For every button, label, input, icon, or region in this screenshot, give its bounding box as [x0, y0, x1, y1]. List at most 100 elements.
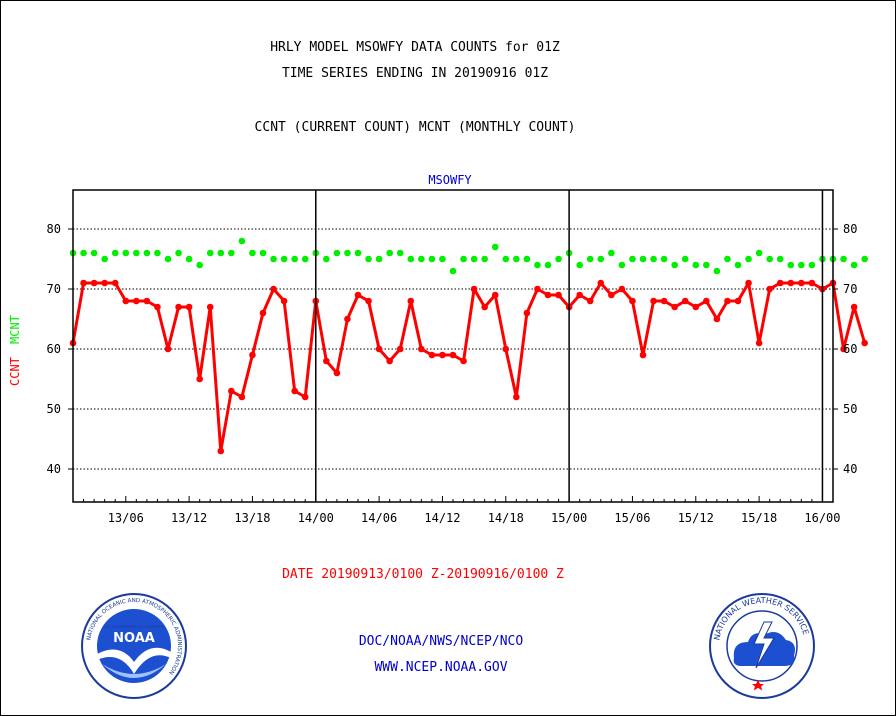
- data-point-ccnt: [586, 297, 594, 305]
- data-point-mcnt: [755, 249, 763, 257]
- data-point-ccnt: [639, 351, 647, 359]
- data-point-mcnt: [217, 249, 225, 257]
- data-point-ccnt: [470, 285, 478, 293]
- data-point-ccnt: [238, 393, 246, 401]
- data-point-mcnt: [164, 255, 172, 263]
- x-tick-label: 13/12: [171, 511, 207, 525]
- data-point-mcnt: [365, 255, 372, 263]
- data-point-mcnt: [249, 249, 256, 257]
- data-point-ccnt: [228, 387, 235, 395]
- data-point-mcnt: [111, 249, 119, 257]
- data-point-mcnt: [618, 261, 626, 269]
- data-point-mcnt: [544, 261, 552, 269]
- data-point-mcnt: [671, 261, 678, 269]
- y-tick-label-left-60: 60: [47, 342, 61, 356]
- data-point-mcnt: [291, 255, 298, 263]
- data-point-mcnt: [428, 255, 436, 263]
- data-point-ccnt: [111, 279, 119, 287]
- data-point-mcnt: [660, 255, 668, 263]
- data-point-ccnt: [323, 357, 330, 365]
- data-point-ccnt: [502, 345, 510, 353]
- data-point-ccnt: [439, 351, 446, 359]
- y-tick-label-right-60: 60: [843, 342, 857, 356]
- data-point-ccnt: [133, 297, 140, 305]
- noaa-logo-icon: NATIONAL OCEANIC AND ATMOSPHERIC ADMINIS…: [81, 593, 187, 699]
- data-point-ccnt: [407, 297, 415, 305]
- data-point-mcnt: [745, 255, 752, 263]
- data-point-ccnt: [608, 291, 615, 299]
- data-point-ccnt: [555, 291, 562, 299]
- y-tick-label-left-40: 40: [47, 462, 61, 476]
- data-point-mcnt: [238, 237, 246, 245]
- data-point-mcnt: [375, 255, 383, 263]
- data-point-mcnt: [840, 255, 847, 263]
- y-tick-label-left-80: 80: [47, 222, 61, 236]
- data-point-mcnt: [259, 249, 267, 257]
- data-point-ccnt: [808, 279, 816, 287]
- data-point-ccnt: [301, 393, 309, 401]
- data-point-mcnt: [101, 255, 108, 263]
- data-point-ccnt: [755, 339, 763, 347]
- data-point-ccnt: [270, 285, 277, 293]
- data-point-ccnt: [396, 345, 404, 353]
- data-point-mcnt: [491, 243, 499, 251]
- data-point-ccnt: [491, 291, 499, 299]
- date-range-label: DATE 20190913/0100 Z-20190916/0100 Z: [282, 567, 564, 582]
- svg-text:NOAA: NOAA: [113, 631, 155, 646]
- data-point-mcnt: [523, 255, 531, 263]
- x-tick-label: 16/00: [804, 511, 840, 525]
- data-point-mcnt: [196, 261, 203, 269]
- data-point-ccnt: [798, 279, 805, 287]
- x-tick-label: 15/06: [614, 511, 650, 525]
- legend-description: CCNT (CURRENT COUNT) MCNT (MONTHLY COUNT…: [254, 120, 576, 135]
- data-point-mcnt: [555, 255, 562, 263]
- data-point-ccnt: [365, 297, 372, 305]
- data-point-mcnt: [344, 249, 351, 257]
- data-point-mcnt: [724, 255, 731, 263]
- data-point-ccnt: [449, 351, 457, 359]
- data-point-ccnt: [787, 279, 795, 287]
- data-point-ccnt: [745, 279, 752, 287]
- data-point-ccnt: [597, 279, 605, 287]
- x-tick-label: 14/00: [298, 511, 334, 525]
- data-point-mcnt: [185, 255, 193, 263]
- data-point-mcnt: [354, 249, 362, 257]
- data-point-ccnt: [175, 303, 182, 311]
- y-tick-label-left-50: 50: [47, 402, 61, 416]
- y-axis-label-mcnt: MCNT: [8, 315, 22, 344]
- data-point-mcnt: [639, 255, 647, 263]
- data-point-ccnt: [354, 291, 362, 299]
- data-point-ccnt: [618, 285, 626, 293]
- data-point-mcnt: [301, 255, 309, 263]
- y-axis-label-ccnt: CCNT: [8, 357, 22, 386]
- data-point-ccnt: [217, 447, 225, 455]
- data-point-ccnt: [576, 291, 583, 299]
- data-point-mcnt: [396, 249, 404, 257]
- data-point-ccnt: [734, 297, 742, 305]
- data-point-ccnt: [703, 297, 710, 305]
- data-point-mcnt: [154, 249, 161, 257]
- svg-text:U.S. DEPARTMENT OF COMMERCE: U.S. DEPARTMENT OF COMMERCE: [105, 625, 164, 629]
- data-point-ccnt: [206, 303, 214, 311]
- data-point-ccnt: [460, 357, 467, 365]
- page-subtitle: TIME SERIES ENDING IN 20190916 01Z: [281, 66, 549, 81]
- data-point-ccnt: [164, 345, 172, 353]
- nws-logo-icon: NATIONAL WEATHER SERVICE: [709, 593, 815, 699]
- data-point-ccnt: [259, 309, 267, 317]
- y-tick-label-right-70: 70: [843, 282, 857, 296]
- data-point-mcnt: [323, 255, 330, 263]
- y-tick-label-left-70: 70: [47, 282, 61, 296]
- data-point-ccnt: [681, 297, 689, 305]
- data-point-ccnt: [713, 315, 721, 323]
- data-point-ccnt: [840, 345, 847, 353]
- data-point-mcnt: [650, 255, 657, 263]
- data-point-mcnt: [460, 255, 467, 263]
- data-point-mcnt: [470, 255, 478, 263]
- data-point-ccnt: [80, 279, 87, 287]
- series-layer: [69, 237, 868, 455]
- data-point-ccnt: [660, 297, 668, 305]
- data-point-mcnt: [175, 249, 182, 257]
- y-tick-label-right-80: 80: [843, 222, 857, 236]
- data-point-mcnt: [713, 267, 721, 275]
- data-point-mcnt: [449, 267, 457, 275]
